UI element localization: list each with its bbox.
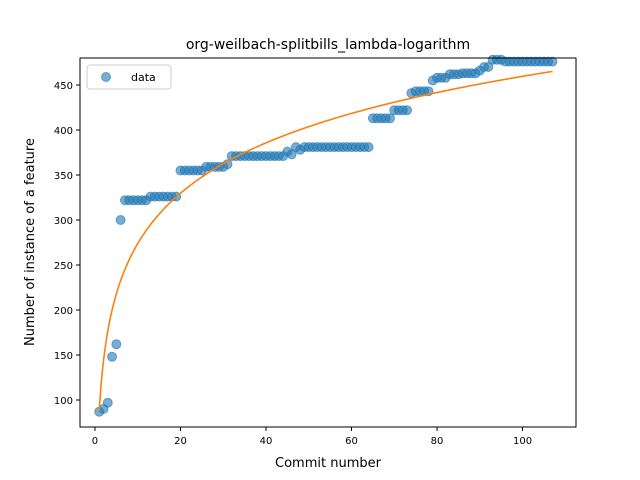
fit-curve: [98, 70, 553, 411]
x-axis-label: Commit number: [275, 456, 382, 471]
data-point: [483, 62, 494, 72]
data-point: [102, 397, 113, 408]
y-tick-label: 300: [54, 216, 73, 227]
axes-frame: [79, 57, 577, 428]
x-axis-ticks: 0 20 40 60 80 100: [92, 427, 532, 447]
y-tick-label: 100: [54, 396, 73, 407]
y-tick-label: 450: [54, 81, 73, 92]
legend-frame: [86, 64, 172, 90]
y-tick-label: 400: [54, 126, 73, 137]
data-point: [107, 351, 118, 362]
legend-marker: [101, 72, 111, 82]
legend: data: [86, 64, 172, 90]
x-tick-label: 40: [260, 436, 273, 447]
data-point: [286, 149, 297, 160]
y-axis-label: Number of instance of a feature: [23, 138, 38, 346]
x-tick-label: 100: [513, 436, 532, 447]
x-tick-label: 80: [431, 436, 444, 447]
data-point: [547, 56, 558, 67]
y-tick-label: 350: [54, 171, 73, 182]
x-tick-label: 0: [92, 436, 98, 447]
x-tick-label: 20: [174, 436, 187, 447]
y-tick-label: 200: [54, 306, 73, 317]
data-point: [402, 105, 413, 116]
data-point: [363, 142, 374, 153]
y-tick-label: 150: [54, 351, 73, 362]
y-tick-label: 250: [54, 261, 73, 272]
data-point: [115, 215, 126, 225]
legend-label-data: data: [131, 71, 156, 84]
x-tick-label: 60: [345, 436, 358, 447]
chart-title: org-weilbach-splitbills_lambda-logarithm: [186, 37, 470, 53]
data-point: [385, 113, 395, 124]
data-point: [111, 339, 122, 350]
y-axis-ticks: 100 150 200 250 300 350 400 450: [54, 81, 80, 407]
